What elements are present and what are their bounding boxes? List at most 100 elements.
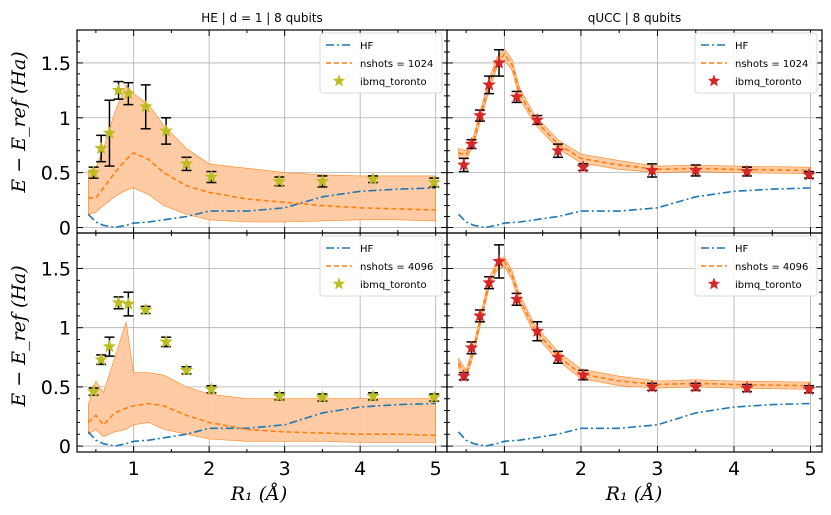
panel1-device-point: [272, 174, 287, 188]
panel1-hf-line: [87, 187, 436, 229]
x-axis-label-right: R₁ (Å): [605, 483, 663, 505]
panel3-ytick-label: 1: [59, 318, 71, 340]
panel2-legend-label: HF: [735, 41, 749, 52]
panel4-device-point: [645, 379, 659, 393]
panel4-device-point: [740, 380, 754, 394]
panel1-legend-label: HF: [360, 41, 374, 52]
panel1-device-point: [159, 123, 173, 137]
panel3-sim-band: [88, 321, 436, 443]
panel3-xtick-label: 2: [203, 458, 215, 480]
panel1-ytick-label: 0.5: [41, 163, 71, 185]
panel4-device-point: [688, 379, 703, 393]
panel3-device-point: [272, 389, 287, 403]
panel4-legend: HF nshots = 4096 ibmq_toronto: [694, 235, 818, 297]
panel2-title: qUCC | 8 qubits: [588, 11, 681, 25]
panel3-ytick-label: 0.5: [41, 377, 71, 399]
panel2-device-point: [509, 89, 524, 103]
panel4-xtick-label: 5: [804, 458, 816, 480]
panel3-ytick-label: 1.5: [41, 259, 71, 281]
panel1-device-point: [315, 174, 330, 188]
panel2-hf-line: [457, 187, 811, 229]
panel3-device-point: [159, 334, 173, 348]
panel1-device-point: [366, 171, 380, 186]
panel3-device-point: [179, 363, 194, 377]
panel2-legend-star-swatch: [707, 74, 721, 87]
panel1-legend-label: ibmq_toronto: [360, 77, 427, 88]
panel3-legend-star-swatch: [332, 277, 346, 290]
panel3-device-point: [102, 339, 117, 353]
panel3-xtick-label: 3: [279, 458, 291, 480]
panel3-legend-box: [319, 235, 443, 297]
panel3-device-point: [138, 302, 153, 316]
panel1-device-point: [427, 175, 441, 189]
panel1-ytick-label: 0: [59, 218, 71, 240]
panel2: qUCC | 8 qubits HF nshots = 1024 ibmq_toron…: [446, 11, 823, 234]
panel4-device-point: [551, 350, 565, 364]
panel4-device-point: [530, 324, 545, 338]
panel1-legend-label: nshots = 1024: [360, 59, 433, 70]
panel2-legend-box: [694, 32, 818, 94]
panel1-device-point: [86, 165, 101, 179]
panel4-device-point: [492, 254, 506, 268]
panel2-device-point: [482, 77, 496, 91]
panel4-xtick-label: 4: [728, 458, 740, 480]
x-axis-label-left: R₁ (Å): [230, 483, 288, 505]
panel3-ytick-label: 0: [59, 436, 71, 458]
panel3-plot-area: [86, 291, 441, 447]
panel2-device-point: [473, 108, 487, 122]
panel1-sim-band: [88, 84, 436, 223]
panel4-xtick-label: 3: [651, 458, 663, 480]
panel1-device-point: [204, 169, 219, 183]
panel2-device-point: [688, 163, 703, 177]
panel2-device-point: [645, 163, 659, 177]
panel4-device-point: [509, 292, 524, 306]
panel3-legend: HF nshots = 4096 ibmq_toronto: [319, 235, 443, 297]
panel3-device-point: [204, 382, 219, 396]
panel2-device-point: [576, 159, 591, 173]
panel1-legend-star-swatch: [332, 74, 346, 87]
panel3-device-point: [427, 390, 441, 404]
panel2-device-point: [802, 167, 816, 181]
panel4-device-point: [482, 275, 496, 289]
panel2-plot-area: [457, 48, 816, 229]
panel3-device-point: [315, 390, 330, 404]
panel4-xtick-label: 1: [498, 458, 510, 480]
panel3-device-point: [94, 352, 108, 366]
panel2-device-point: [740, 164, 754, 178]
panel4: 1 2 3 4 5 HF nshots = 4096 ibmq_toronto: [446, 232, 823, 480]
panel2-device-point: [492, 55, 506, 69]
panel2-device-point: [457, 157, 471, 171]
panel1-plot-area: [86, 80, 441, 229]
panel3-hf-line: [87, 402, 436, 447]
panel1-device-point: [102, 125, 117, 140]
panel4-device-point: [576, 367, 591, 381]
panel3-legend-label: HF: [360, 244, 374, 255]
panel1-legend: HF nshots = 1024 ibmq_toronto: [319, 32, 443, 94]
panel3-xtick-label: 1: [128, 458, 140, 480]
panel1: 0 0.5 1 1.5 HE | d = 1 | 8 qubits HF nshots = …: [41, 11, 448, 240]
panel4-legend-star-swatch: [707, 277, 721, 290]
panel2-legend: HF nshots = 1024 ibmq_toronto: [694, 32, 818, 94]
panel1-device-point: [94, 141, 108, 155]
panel1-ytick-label: 1.5: [41, 53, 71, 75]
y-axis-label-bottom: E − E_ref (Ha): [8, 265, 30, 407]
panel1-legend-box: [319, 32, 443, 94]
panel1-device-point: [179, 156, 194, 170]
panel1-device-point: [138, 99, 153, 113]
panel3-xtick-label: 4: [354, 458, 366, 480]
panel3-device-point: [86, 384, 101, 398]
panel4-device-point: [473, 308, 487, 322]
panel1-device-point: [111, 83, 126, 97]
panel1-ytick-label: 1: [59, 108, 71, 130]
panel1-sim-line: [88, 151, 436, 211]
panel2-device-point: [464, 136, 479, 150]
panel4-device-point: [457, 368, 471, 383]
panel3-legend-label: nshots = 4096: [360, 262, 433, 273]
panel4-legend-label: nshots = 4096: [735, 262, 808, 273]
panel3-xtick-label: 5: [430, 458, 442, 480]
panel3: 0 0.5 1 1.5 1 2 3 4 5 HF nshots = 4096 ibmq_toronto: [41, 232, 448, 480]
panel3-device-point: [366, 389, 380, 403]
panel4-legend-box: [694, 235, 818, 297]
panel1-device-point: [121, 86, 136, 100]
